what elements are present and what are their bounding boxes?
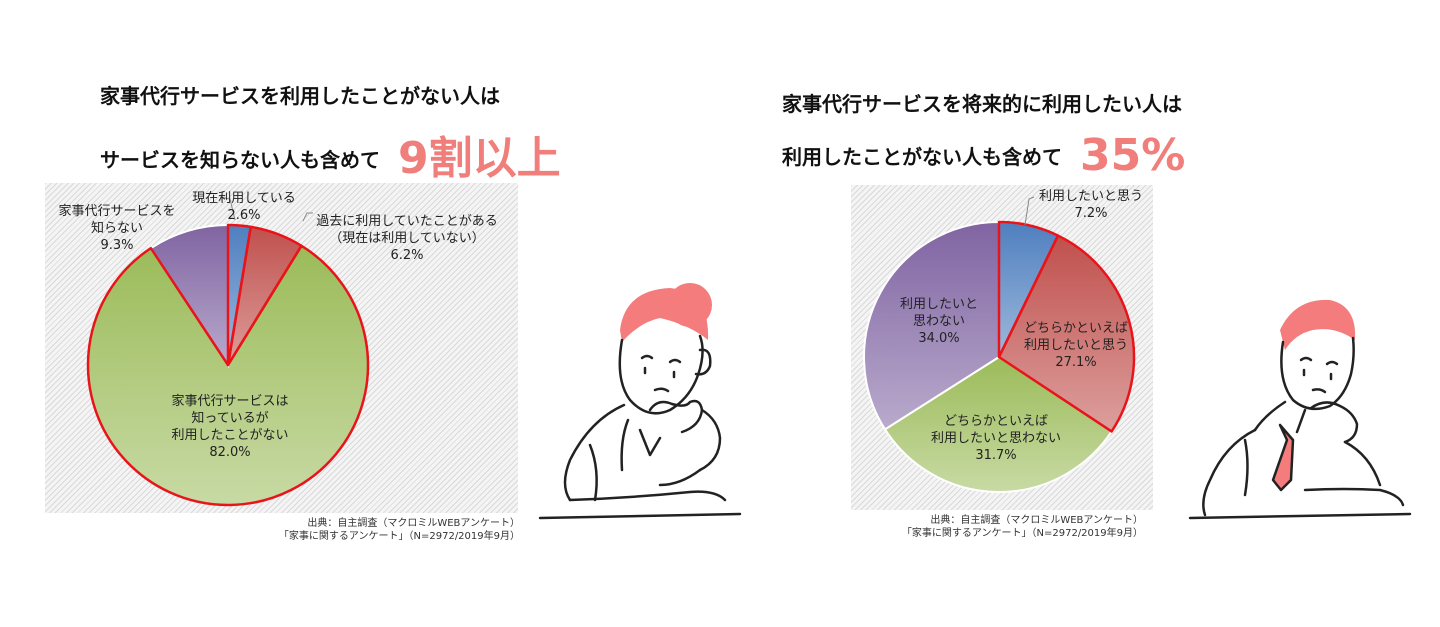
right-pie-chart <box>863 220 1136 493</box>
left-label-current: 現在利用している 2.6% <box>192 191 296 223</box>
left-title-line2: サービスを知らない人も含めて 9割以上 <box>100 122 561 186</box>
right-chart-area: 利用したいと思う 7.2% どちらかといえば 利用したいと思う 27.1% どち… <box>851 185 1153 510</box>
right-label-rather-not: どちらかといえば 利用したいと思わない 31.7% <box>930 414 1061 463</box>
right-title-line2: 利用したことがない人も含めて 35% <box>782 130 1185 181</box>
left-chart-area: 現在利用している 2.6% 過去に利用していたことがある （現在は利用していない… <box>45 183 518 513</box>
left-title-text: サービスを知らない人も含めて <box>100 148 380 172</box>
right-title-line1: 家事代行サービスを将来的に利用したい人は <box>782 92 1182 116</box>
right-label-not: 利用したいと 思わない 34.0% <box>899 297 978 346</box>
right-pie-slice-3 <box>863 220 1000 431</box>
left-label-past: 過去に利用していたことがある （現在は利用していない） 6.2% <box>316 214 498 263</box>
right-pie-highlight-outline-1 <box>997 234 1136 433</box>
right-label-rather-want: どちらかといえば 利用したいと思う 27.1% <box>1023 321 1128 370</box>
right-source: 出典：自主調査（マクロミルWEBアンケート） 「家事に関するアンケート」（N=2… <box>901 515 1143 539</box>
right-highlight: 35% <box>1080 130 1186 181</box>
left-highlight: 9割以上 <box>398 133 561 184</box>
man-thinking-illustration <box>1188 299 1412 520</box>
right-label-want: 利用したいと思う 7.2% <box>1038 189 1143 221</box>
left-label-unknown: 家事代行サービスを 知らない 9.3% <box>58 204 176 253</box>
left-pie-chart <box>86 223 370 507</box>
woman-thinking-illustration <box>538 283 742 520</box>
left-title-line1: 家事代行サービスを利用したことがない人は <box>100 84 500 108</box>
right-title-text: 利用したことがない人も含めて <box>782 145 1062 169</box>
left-pie-highlight-outline-2 <box>86 244 370 507</box>
right-pie-slice-2 <box>883 355 1113 493</box>
left-pie-slice-3 <box>149 223 229 369</box>
left-label-known: 家事代行サービスは 知っているが 利用したことがない 82.0% <box>171 394 289 460</box>
left-source: 出典：自主調査（マクロミルWEBアンケート） 「家事に関するアンケート」（N=2… <box>278 518 520 542</box>
